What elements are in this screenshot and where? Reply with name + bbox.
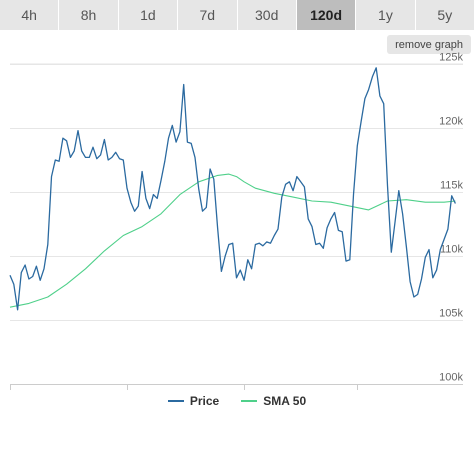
range-selector: 4h 8h 1d 7d 30d 120d 1y 5y: [0, 0, 474, 30]
y-tick-label: 125k: [439, 52, 463, 64]
range-tab-8h[interactable]: 8h: [59, 0, 119, 30]
range-tab-120d[interactable]: 120d: [296, 0, 357, 30]
price-chart: 100k105k110k115k120k125kJul '25Aug '25Se…: [9, 52, 464, 390]
remove-graph-button[interactable]: remove graph: [387, 35, 471, 54]
legend-item-price[interactable]: Price: [167, 394, 220, 408]
chart-axes: 100k105k110k115k120k125kJul '25Aug '25Se…: [10, 52, 464, 390]
chart-legend: Price SMA 50: [0, 392, 474, 410]
chart-grid: [10, 63, 463, 321]
y-tick-label: 105k: [439, 308, 463, 320]
range-tab-1y[interactable]: 1y: [356, 0, 416, 30]
y-tick-label: 120k: [439, 116, 463, 128]
legend-label-price: Price: [189, 394, 220, 408]
series-line-price: [9, 67, 456, 311]
y-tick-label: 110k: [440, 244, 464, 256]
legend-swatch-sma-50: [241, 400, 258, 402]
series-line-sma-50: [9, 173, 456, 308]
chart-series: [9, 67, 456, 311]
range-tab-1d[interactable]: 1d: [118, 0, 179, 30]
range-tab-5y[interactable]: 5y: [415, 0, 474, 30]
range-tab-4h[interactable]: 4h: [0, 0, 60, 30]
y-tick-label: 100k: [439, 372, 463, 384]
legend-item-sma-50[interactable]: SMA 50: [241, 394, 306, 408]
range-tab-7d[interactable]: 7d: [178, 0, 238, 30]
range-tab-30d[interactable]: 30d: [237, 0, 297, 30]
legend-swatch-price: [167, 400, 184, 402]
legend-label-sma-50: SMA 50: [263, 394, 307, 408]
y-tick-label: 115k: [440, 180, 464, 192]
